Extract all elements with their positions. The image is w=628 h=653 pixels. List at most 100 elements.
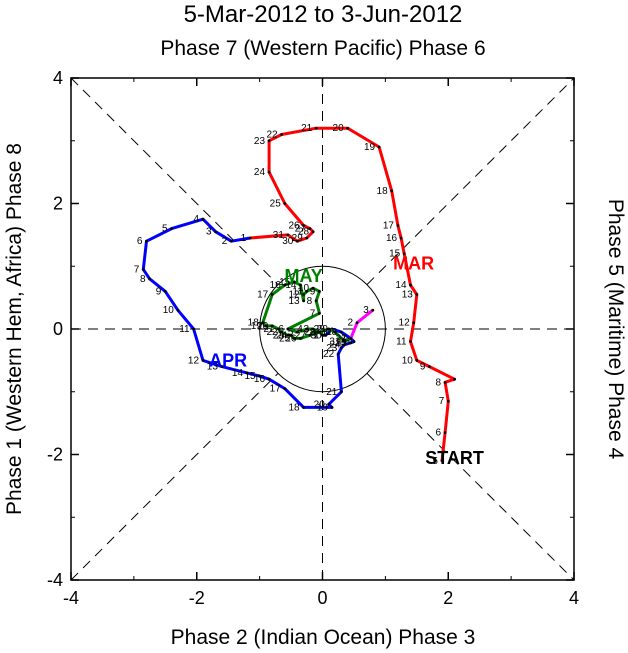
day-label: 18 bbox=[289, 402, 301, 413]
day-label: 16 bbox=[270, 280, 282, 291]
day-label: 19 bbox=[364, 142, 376, 153]
day-label: 1 bbox=[341, 333, 347, 344]
day-label: 27 bbox=[295, 330, 307, 341]
data-point bbox=[446, 399, 450, 403]
day-label: 13 bbox=[207, 362, 219, 373]
day-label: 29 bbox=[314, 324, 326, 335]
data-point bbox=[343, 340, 346, 343]
day-label: 14 bbox=[395, 280, 407, 291]
series-layer bbox=[141, 126, 456, 463]
day-label: 28 bbox=[298, 227, 310, 238]
data-point bbox=[412, 321, 416, 325]
data-point bbox=[283, 283, 287, 287]
day-label: 28 bbox=[304, 327, 316, 338]
data-point bbox=[220, 365, 224, 369]
data-point bbox=[267, 377, 271, 381]
data-point bbox=[280, 330, 284, 334]
data-point bbox=[292, 280, 296, 284]
day-label: 31 bbox=[329, 337, 341, 348]
day-label: 7 bbox=[134, 264, 140, 275]
data-point bbox=[163, 289, 167, 293]
data-point bbox=[270, 324, 274, 328]
y-tick-label: -4 bbox=[47, 570, 63, 590]
x-tick-label: -2 bbox=[189, 588, 205, 608]
data-point bbox=[415, 358, 419, 362]
day-label: 23 bbox=[326, 343, 338, 354]
data-point bbox=[396, 224, 400, 227]
data-point bbox=[299, 283, 302, 287]
data-point bbox=[327, 327, 331, 331]
series-line-jun bbox=[349, 309, 374, 339]
data-point bbox=[302, 406, 306, 409]
day-label: 12 bbox=[289, 289, 301, 300]
day-label: 16 bbox=[386, 233, 398, 244]
data-point bbox=[339, 330, 343, 334]
data-point bbox=[286, 327, 290, 331]
day-label: 5 bbox=[432, 456, 438, 467]
day-label: 25 bbox=[279, 333, 291, 344]
data-point bbox=[333, 330, 337, 334]
day-label: 23 bbox=[273, 330, 285, 341]
day-label: 9 bbox=[310, 286, 316, 297]
day-label: 21 bbox=[301, 123, 313, 134]
day-label: 19 bbox=[251, 321, 263, 332]
day-label: 26 bbox=[339, 337, 351, 348]
data-point bbox=[192, 327, 196, 331]
day-label: 8 bbox=[140, 274, 146, 285]
day-label: 12 bbox=[399, 318, 411, 329]
day-label: 8 bbox=[307, 296, 313, 307]
day-label: 15 bbox=[389, 249, 401, 260]
data-point bbox=[176, 308, 180, 312]
y-tick-label: 2 bbox=[53, 194, 63, 214]
series-line-mar bbox=[250, 126, 456, 461]
data-point bbox=[321, 333, 324, 337]
day-label: 17 bbox=[383, 220, 395, 231]
data-point bbox=[286, 333, 290, 337]
day-label: 1 bbox=[241, 233, 247, 244]
day-label: 7 bbox=[439, 396, 445, 407]
data-point bbox=[302, 224, 306, 227]
data-point bbox=[170, 227, 174, 231]
day-label: 24 bbox=[254, 167, 266, 178]
data-point bbox=[308, 333, 312, 337]
data-point bbox=[270, 293, 274, 296]
day-label: 8 bbox=[436, 377, 442, 388]
guide-diagonal bbox=[366, 373, 575, 581]
x-tick-label: 4 bbox=[569, 588, 579, 608]
data-point bbox=[427, 365, 431, 369]
data-point bbox=[286, 233, 290, 237]
data-point bbox=[336, 352, 340, 356]
data-point bbox=[267, 139, 271, 143]
day-label: 21 bbox=[263, 324, 275, 335]
data-point bbox=[314, 299, 318, 303]
data-point bbox=[141, 267, 145, 271]
day-label: 11 bbox=[292, 286, 303, 297]
day-label: 26 bbox=[285, 333, 297, 344]
day-label: 9 bbox=[420, 362, 426, 373]
y-axis-title-right: Phase 5 (Maritime) Phase 4 bbox=[604, 199, 627, 460]
data-point bbox=[377, 145, 381, 149]
chart-subtitle: Phase 7 (Western Pacific) Phase 6 bbox=[160, 37, 485, 60]
day-label: 25 bbox=[336, 338, 348, 349]
y-tick-label: -2 bbox=[47, 445, 63, 465]
y-axis-title-left: Phase 1 (Western Hem, Africa) Phase 8 bbox=[3, 143, 26, 515]
day-label: 17 bbox=[270, 384, 282, 395]
day-label: 1 bbox=[313, 330, 319, 341]
day-label: 10 bbox=[298, 283, 310, 294]
x-tick-label: 2 bbox=[443, 588, 453, 608]
day-label: 14 bbox=[285, 280, 297, 291]
day-label: 11 bbox=[396, 337, 407, 348]
data-point bbox=[409, 283, 412, 287]
day-label: 29 bbox=[317, 324, 329, 335]
data-point bbox=[295, 239, 299, 243]
day-label: 7 bbox=[310, 308, 316, 319]
day-label: 19 bbox=[317, 402, 329, 413]
data-point bbox=[299, 337, 302, 340]
day-label: 17 bbox=[257, 289, 269, 300]
day-label: 22 bbox=[267, 327, 279, 338]
day-label: 23 bbox=[254, 136, 266, 147]
x-axis-title: Phase 2 (Indian Ocean) Phase 3 bbox=[171, 626, 476, 649]
day-label: 24 bbox=[276, 330, 288, 341]
data-point bbox=[327, 402, 331, 406]
day-label: 13 bbox=[402, 289, 414, 300]
